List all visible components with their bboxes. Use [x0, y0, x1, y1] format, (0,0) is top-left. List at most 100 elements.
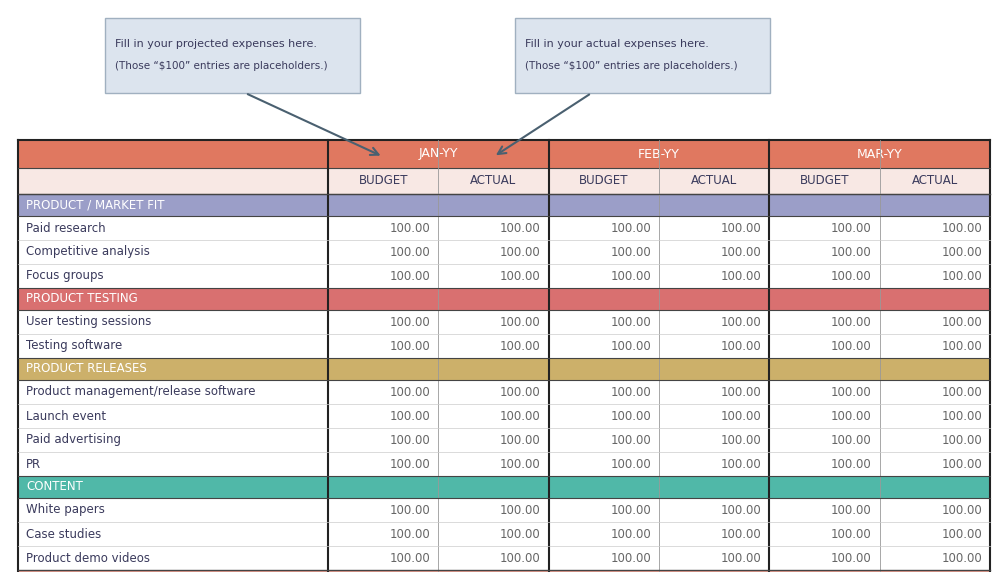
- Text: 100.00: 100.00: [831, 340, 872, 352]
- Text: 100.00: 100.00: [389, 503, 430, 517]
- Text: 100.00: 100.00: [721, 434, 761, 447]
- Text: 100.00: 100.00: [610, 527, 651, 541]
- Bar: [18, 404, 328, 428]
- Bar: [548, 498, 659, 522]
- Bar: [438, 240, 548, 264]
- Text: Competitive analysis: Competitive analysis: [26, 245, 150, 259]
- Text: 100.00: 100.00: [389, 340, 430, 352]
- Bar: [659, 216, 769, 240]
- Text: CONTENT: CONTENT: [26, 480, 83, 494]
- Bar: [438, 358, 548, 380]
- Bar: [515, 18, 770, 93]
- Bar: [328, 452, 438, 476]
- Bar: [438, 288, 548, 310]
- Bar: [548, 310, 659, 334]
- Bar: [769, 194, 880, 216]
- Bar: [880, 476, 990, 498]
- Bar: [18, 358, 328, 380]
- Bar: [328, 288, 438, 310]
- Bar: [880, 310, 990, 334]
- Text: 100.00: 100.00: [610, 410, 651, 423]
- Bar: [880, 334, 990, 358]
- Bar: [769, 240, 880, 264]
- Bar: [18, 546, 328, 570]
- Bar: [659, 240, 769, 264]
- Text: 100.00: 100.00: [831, 269, 872, 283]
- Bar: [328, 140, 548, 168]
- Bar: [548, 168, 659, 194]
- Bar: [438, 194, 548, 216]
- Bar: [18, 452, 328, 476]
- Bar: [769, 546, 880, 570]
- Bar: [880, 264, 990, 288]
- Bar: [328, 334, 438, 358]
- Bar: [769, 358, 880, 380]
- Text: 100.00: 100.00: [721, 221, 761, 235]
- Text: 100.00: 100.00: [721, 551, 761, 565]
- Text: 100.00: 100.00: [500, 410, 540, 423]
- Bar: [880, 240, 990, 264]
- Text: 100.00: 100.00: [610, 221, 651, 235]
- Bar: [880, 522, 990, 546]
- Text: 100.00: 100.00: [941, 410, 982, 423]
- Bar: [769, 168, 880, 194]
- Bar: [438, 452, 548, 476]
- Bar: [659, 358, 769, 380]
- Text: 100.00: 100.00: [389, 269, 430, 283]
- Bar: [328, 380, 438, 404]
- Bar: [18, 334, 328, 358]
- Bar: [769, 498, 880, 522]
- Text: 100.00: 100.00: [941, 458, 982, 471]
- Text: 100.00: 100.00: [941, 245, 982, 259]
- Text: 100.00: 100.00: [941, 434, 982, 447]
- Text: 100.00: 100.00: [831, 527, 872, 541]
- Bar: [548, 194, 659, 216]
- Bar: [880, 498, 990, 522]
- Bar: [548, 380, 659, 404]
- Text: 100.00: 100.00: [389, 410, 430, 423]
- Bar: [769, 140, 990, 168]
- Bar: [769, 404, 880, 428]
- Text: 100.00: 100.00: [831, 245, 872, 259]
- Bar: [18, 310, 328, 334]
- Bar: [105, 18, 360, 93]
- Text: Case studies: Case studies: [26, 527, 101, 541]
- Bar: [880, 168, 990, 194]
- Bar: [659, 404, 769, 428]
- Text: PRODUCT / MARKET FIT: PRODUCT / MARKET FIT: [26, 198, 164, 212]
- Text: 100.00: 100.00: [610, 458, 651, 471]
- Text: FEB-YY: FEB-YY: [638, 148, 680, 161]
- Bar: [18, 216, 328, 240]
- Text: 100.00: 100.00: [500, 551, 540, 565]
- Bar: [438, 264, 548, 288]
- Text: Fill in your projected expenses here.: Fill in your projected expenses here.: [115, 39, 317, 49]
- Bar: [659, 168, 769, 194]
- Bar: [880, 452, 990, 476]
- Bar: [328, 428, 438, 452]
- Bar: [548, 358, 659, 380]
- Bar: [548, 216, 659, 240]
- Text: 100.00: 100.00: [831, 434, 872, 447]
- Bar: [438, 546, 548, 570]
- Text: BUDGET: BUDGET: [799, 174, 850, 188]
- Text: 100.00: 100.00: [500, 340, 540, 352]
- Bar: [328, 358, 438, 380]
- Bar: [659, 334, 769, 358]
- Bar: [659, 428, 769, 452]
- Text: 100.00: 100.00: [389, 316, 430, 328]
- Text: 100.00: 100.00: [389, 458, 430, 471]
- Bar: [659, 310, 769, 334]
- Text: 100.00: 100.00: [831, 458, 872, 471]
- Bar: [438, 404, 548, 428]
- Text: 100.00: 100.00: [610, 503, 651, 517]
- Text: 100.00: 100.00: [389, 386, 430, 399]
- Text: 100.00: 100.00: [721, 386, 761, 399]
- Bar: [328, 194, 438, 216]
- Text: 100.00: 100.00: [500, 527, 540, 541]
- Bar: [659, 476, 769, 498]
- Text: 100.00: 100.00: [500, 245, 540, 259]
- Bar: [769, 264, 880, 288]
- Text: ACTUAL: ACTUAL: [471, 174, 517, 188]
- Bar: [18, 570, 990, 572]
- Bar: [18, 264, 328, 288]
